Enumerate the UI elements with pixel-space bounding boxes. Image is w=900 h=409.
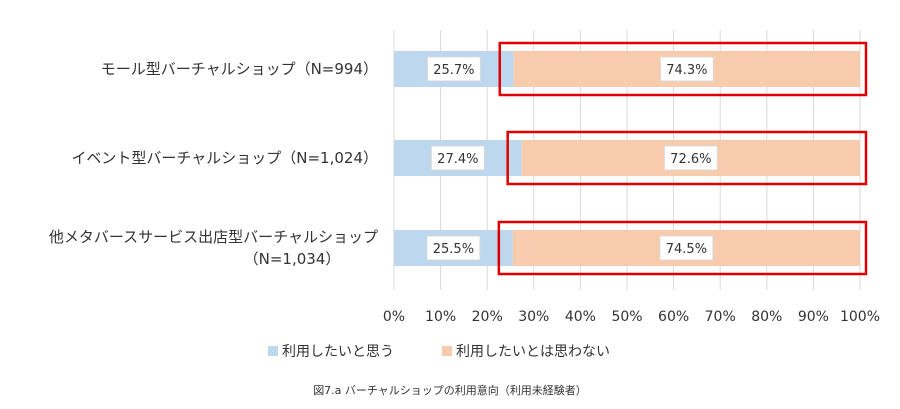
highlight-box bbox=[498, 41, 868, 97]
x-tick-label: 40% bbox=[565, 309, 596, 325]
x-tick-label: 20% bbox=[472, 309, 503, 325]
data-label: 74.3% bbox=[666, 63, 707, 78]
data-label-box bbox=[426, 56, 481, 82]
data-label: 25.7% bbox=[433, 63, 474, 78]
category-label: イベント型バーチャルショップ（N=1,024） bbox=[71, 149, 378, 167]
category-label: 他メタバースサービス出店型バーチャルショップ bbox=[49, 228, 378, 246]
data-label-box bbox=[430, 145, 485, 171]
x-tick-label: 80% bbox=[751, 309, 782, 325]
x-tick-label: 90% bbox=[798, 309, 829, 325]
highlight-box bbox=[497, 220, 868, 276]
data-label: 74.5% bbox=[666, 242, 707, 257]
category-label: （N=1,034） bbox=[244, 250, 341, 268]
legend-swatch-series-2 bbox=[442, 346, 452, 356]
x-tick-label: 0% bbox=[383, 309, 405, 325]
data-label-box bbox=[426, 235, 481, 261]
category-label: モール型バーチャルショップ（N=994） bbox=[101, 60, 378, 78]
x-tick-label: 10% bbox=[425, 309, 456, 325]
legend-label-series-1: 利用したいと思う bbox=[282, 344, 394, 360]
legend-swatch-series-1 bbox=[268, 346, 278, 356]
x-axis-ticks: 0% 10% 20% 30% 40% 50% 60% 70% 80% 90% 100% bbox=[383, 309, 880, 325]
data-label: 25.5% bbox=[433, 242, 474, 257]
legend-label-series-2: 利用したいとは思わない bbox=[456, 344, 610, 360]
data-label-box bbox=[659, 56, 714, 82]
x-tick-label: 30% bbox=[518, 309, 549, 325]
data-label-box bbox=[663, 145, 718, 171]
x-tick-label: 50% bbox=[611, 309, 642, 325]
x-tick-label: 70% bbox=[705, 309, 736, 325]
highlight-boxes bbox=[497, 41, 868, 276]
figure-caption: 図7.a バーチャルショップの利用意向（利用未経験者） bbox=[313, 383, 587, 397]
category-labels: モール型バーチャルショップ（N=994） イベント型バーチャルショップ（N=1,0… bbox=[49, 60, 378, 268]
legend: 利用したいと思う 利用したいとは思わない bbox=[268, 344, 610, 360]
data-label: 72.6% bbox=[670, 152, 711, 167]
x-tick-label: 100% bbox=[840, 309, 880, 325]
data-labels: 25.7% 74.3% 27.4% 72.6% 25.5% 74.5% bbox=[426, 56, 718, 261]
data-label: 27.4% bbox=[437, 152, 478, 167]
x-tick-label: 60% bbox=[658, 309, 689, 325]
data-label-box bbox=[659, 235, 714, 261]
highlight-box bbox=[506, 130, 868, 186]
